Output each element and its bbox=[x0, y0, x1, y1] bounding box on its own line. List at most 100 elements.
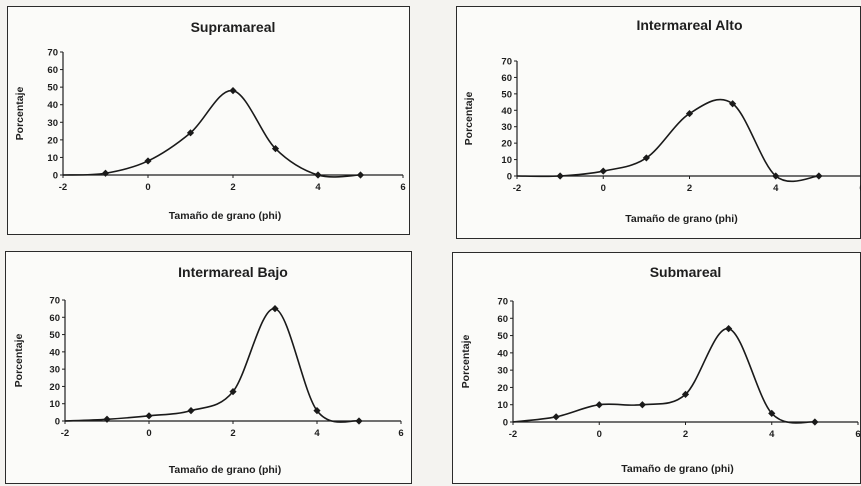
x-tick-label: 0 bbox=[597, 429, 602, 440]
data-point-marker bbox=[355, 417, 363, 425]
x-tick-label: 2 bbox=[230, 428, 235, 439]
data-point-marker bbox=[815, 172, 823, 180]
y-tick-label: 60 bbox=[49, 313, 60, 324]
x-tick-label: -2 bbox=[513, 183, 521, 194]
y-tick-label: 20 bbox=[501, 139, 512, 150]
data-point-marker bbox=[685, 109, 694, 118]
y-tick-label: 70 bbox=[501, 57, 512, 68]
data-point-marker bbox=[229, 87, 237, 95]
data-point-marker bbox=[103, 415, 111, 423]
data-point-marker bbox=[314, 171, 322, 179]
chart-panel-intermareal-bajo: Intermareal Bajo 0 10 20 30 40 50 60 70 -2 0 2 4 6 Tam… bbox=[5, 251, 412, 484]
y-tick-label: 0 bbox=[53, 171, 58, 182]
data-point-marker bbox=[552, 413, 560, 421]
y-tick-label: 20 bbox=[497, 383, 508, 394]
y-tick-label: 0 bbox=[55, 417, 60, 428]
series-line bbox=[64, 307, 360, 423]
data-point-marker bbox=[187, 407, 195, 415]
y-tick-label: 10 bbox=[501, 155, 512, 166]
y-axis-label: Porcentaje bbox=[13, 334, 25, 388]
data-point-marker bbox=[186, 129, 195, 137]
y-tick-label: 10 bbox=[49, 399, 60, 410]
data-point-marker bbox=[556, 172, 564, 180]
y-axis-label: Porcentaje bbox=[14, 87, 26, 141]
data-point-marker bbox=[145, 412, 153, 420]
x-tick-label: -2 bbox=[509, 429, 517, 440]
x-tick-label: 6 bbox=[859, 183, 861, 194]
y-tick-label: 70 bbox=[47, 48, 58, 59]
data-point-marker bbox=[313, 407, 321, 415]
chart-panel-submareal: Submareal 0 10 20 30 40 50 60 70 -2 0 2 4 6 Tamaño de … bbox=[452, 252, 861, 484]
y-tick-label: 60 bbox=[497, 314, 508, 325]
x-axis-label: Tamaño de grano (phi) bbox=[169, 464, 281, 476]
y-tick-label: 50 bbox=[47, 83, 58, 94]
y-tick-label: 30 bbox=[49, 365, 60, 376]
y-tick-label: 10 bbox=[47, 153, 58, 164]
y-tick-label: 20 bbox=[47, 135, 58, 146]
y-tick-label: 50 bbox=[501, 89, 512, 100]
x-tick-label: -2 bbox=[61, 428, 69, 439]
x-tick-label: 2 bbox=[687, 183, 692, 194]
data-point-marker bbox=[356, 171, 365, 179]
y-tick-label: 70 bbox=[49, 296, 60, 307]
y-tick-label: 30 bbox=[501, 122, 512, 133]
y-tick-label: 40 bbox=[47, 100, 58, 111]
data-point-marker bbox=[144, 157, 152, 165]
y-tick-label: 0 bbox=[503, 418, 508, 429]
y-tick-label: 70 bbox=[497, 297, 508, 308]
y-tick-label: 40 bbox=[497, 348, 508, 359]
y-tick-label: 0 bbox=[507, 172, 512, 183]
data-point-marker bbox=[772, 172, 780, 180]
y-tick-label: 50 bbox=[497, 331, 508, 342]
x-tick-label: 4 bbox=[314, 428, 320, 439]
data-point-marker bbox=[638, 401, 646, 409]
data-point-marker bbox=[101, 169, 110, 177]
y-tick-label: 50 bbox=[49, 330, 60, 341]
data-point-marker bbox=[729, 100, 737, 108]
series-line bbox=[62, 89, 361, 178]
chart-svg: Intermareal Alto010203040506070-20246Tam… bbox=[463, 17, 861, 225]
x-axis-label: Tamaño de grano (phi) bbox=[169, 210, 281, 222]
y-tick-label: 40 bbox=[501, 106, 512, 117]
chart-title: Supramareal bbox=[191, 19, 276, 35]
chart-panel-supramareal: Supramareal 0 10 20 30 40 50 60 70 -2 0 2 4 6 Tamaño d… bbox=[7, 6, 410, 235]
chart-title: Submareal bbox=[650, 264, 722, 280]
x-tick-label: 0 bbox=[601, 183, 606, 194]
series-line bbox=[512, 327, 816, 424]
y-tick-label: 30 bbox=[47, 118, 58, 129]
y-tick-label: 10 bbox=[497, 400, 508, 411]
data-point-marker bbox=[642, 154, 650, 162]
y-axis-label: Porcentaje bbox=[460, 335, 472, 389]
data-point-marker bbox=[271, 305, 279, 313]
x-tick-label: 2 bbox=[683, 429, 688, 440]
x-tick-label: 0 bbox=[146, 428, 151, 439]
x-tick-label: 4 bbox=[315, 182, 321, 193]
x-tick-label: 6 bbox=[855, 429, 860, 440]
chart-panel-intermareal-alto: Intermareal Alto010203040506070-20246Tam… bbox=[456, 6, 861, 239]
x-tick-label: 4 bbox=[769, 429, 775, 440]
data-point-marker bbox=[595, 401, 603, 409]
chart-title: Intermareal Bajo bbox=[178, 264, 288, 280]
data-point-marker bbox=[725, 325, 733, 333]
x-axis-label: Tamaño de grano (phi) bbox=[625, 213, 737, 225]
x-tick-label: 4 bbox=[773, 183, 779, 194]
data-point-marker bbox=[811, 418, 819, 426]
y-tick-label: 60 bbox=[501, 73, 512, 84]
series-line bbox=[516, 98, 819, 183]
x-tick-label: 2 bbox=[230, 182, 235, 193]
x-tick-label: 0 bbox=[145, 182, 150, 193]
chart-title: Intermareal Alto bbox=[636, 17, 742, 33]
data-point-marker bbox=[271, 145, 280, 153]
y-tick-label: 20 bbox=[49, 382, 60, 393]
x-axis-label: Tamaño de grano (phi) bbox=[621, 463, 733, 475]
x-tick-label: 6 bbox=[398, 428, 403, 439]
y-tick-label: 40 bbox=[49, 347, 60, 358]
y-tick-label: 30 bbox=[497, 366, 508, 377]
x-tick-label: -2 bbox=[59, 182, 67, 193]
data-point-marker bbox=[599, 167, 607, 175]
x-tick-label: 6 bbox=[400, 182, 405, 193]
y-tick-label: 60 bbox=[47, 65, 58, 76]
